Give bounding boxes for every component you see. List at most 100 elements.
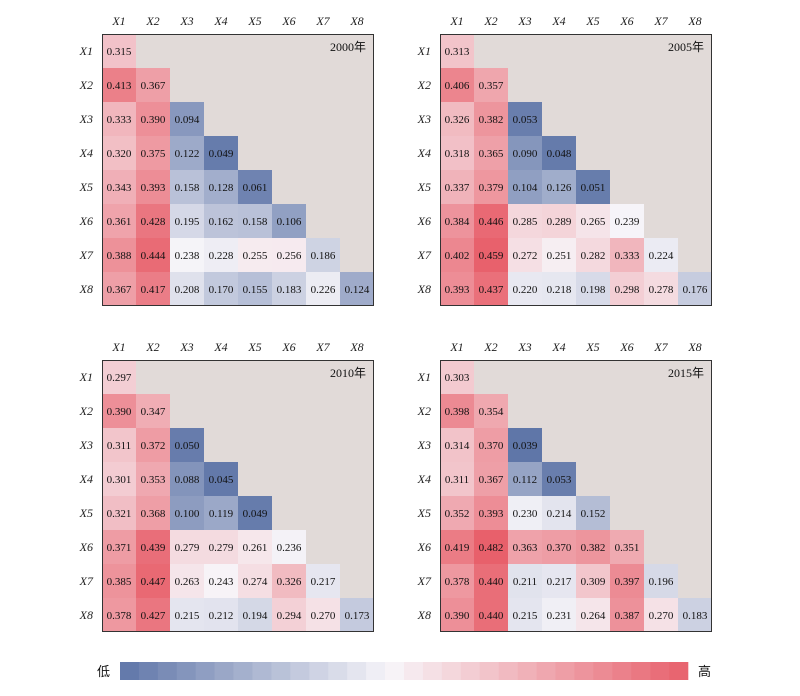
heatmap-cell: [678, 598, 712, 632]
cell-value-label: 0.303: [445, 372, 470, 384]
heatmap-cell: [542, 238, 576, 272]
heatmap-cell: [204, 204, 238, 238]
heatmap-cell: [204, 496, 238, 530]
heatmap-cell: [102, 598, 136, 632]
column-tick-label: X7: [315, 340, 330, 354]
cell-value-label: 0.119: [209, 508, 234, 520]
heatmap-cell: [204, 530, 238, 564]
cell-value-label: 0.311: [107, 440, 131, 452]
row-tick-label: X2: [79, 78, 93, 92]
cell-value-label: 0.337: [445, 182, 470, 194]
cell-value-label: 0.215: [175, 610, 200, 622]
cell-value-label: 0.361: [107, 216, 132, 228]
heatmap-cell: [238, 204, 272, 238]
heatmap-cell: [238, 530, 272, 564]
heatmap-cell: [440, 598, 474, 632]
heatmap-cell: [508, 530, 542, 564]
heatmap-cell: [272, 530, 306, 564]
heatmap-cell: [440, 238, 474, 272]
heatmap-cell: [170, 462, 204, 496]
column-tick-label: X8: [349, 14, 363, 28]
cell-value-label: 0.218: [547, 284, 572, 296]
row-tick-label: X8: [417, 608, 431, 622]
cell-value-label: 0.220: [513, 284, 538, 296]
cell-value-label: 0.170: [209, 284, 234, 296]
cell-value-label: 0.357: [479, 80, 504, 92]
cell-value-label: 0.326: [445, 114, 470, 126]
heatmap-cell: [136, 394, 170, 428]
column-tick-label: X1: [111, 340, 125, 354]
heatmap-cell: [170, 564, 204, 598]
cell-value-label: 0.333: [615, 250, 640, 262]
cell-value-label: 0.343: [107, 182, 132, 194]
cell-value-label: 0.419: [445, 542, 470, 554]
row-tick-label: X2: [79, 404, 93, 418]
column-tick-label: X7: [653, 340, 668, 354]
legend-step: [328, 662, 348, 680]
cell-value-label: 0.439: [141, 542, 166, 554]
cell-value-label: 0.402: [445, 250, 470, 262]
cell-value-label: 0.363: [513, 542, 538, 554]
row-tick-label: X6: [79, 540, 93, 554]
cell-value-label: 0.061: [243, 182, 268, 194]
cell-value-label: 0.278: [649, 284, 674, 296]
cell-value-label: 0.049: [243, 508, 268, 520]
cell-value-label: 0.370: [547, 542, 572, 554]
cell-value-label: 0.398: [445, 406, 470, 418]
heatmap-cell: [102, 496, 136, 530]
column-tick-label: X6: [281, 340, 295, 354]
row-tick-label: X7: [79, 248, 94, 262]
heatmap-cell: [170, 204, 204, 238]
cell-value-label: 0.285: [513, 216, 538, 228]
heatmap-cell: [204, 598, 238, 632]
cell-value-label: 0.406: [445, 80, 470, 92]
row-tick-label: X8: [417, 282, 431, 296]
row-tick-label: X6: [417, 214, 431, 228]
row-tick-label: X3: [79, 438, 93, 452]
cell-value-label: 0.255: [243, 250, 268, 262]
heatmap-cell: [102, 360, 136, 394]
cell-value-label: 0.367: [107, 284, 132, 296]
cell-value-label: 0.379: [479, 182, 504, 194]
cell-value-label: 0.440: [479, 610, 504, 622]
row-tick-label: X8: [79, 608, 93, 622]
cell-value-label: 0.447: [141, 576, 166, 588]
row-tick-label: X4: [417, 146, 431, 160]
heatmap-cell: [644, 238, 678, 272]
heatmap-cell: [508, 170, 542, 204]
cell-value-label: 0.196: [649, 576, 674, 588]
cell-value-label: 0.162: [209, 216, 234, 228]
cell-value-label: 0.243: [209, 576, 234, 588]
cell-value-label: 0.265: [581, 216, 606, 228]
column-tick-label: X2: [145, 340, 159, 354]
heatmap-cell: [136, 564, 170, 598]
heatmap-cell: [440, 136, 474, 170]
heatmap-cell: [272, 598, 306, 632]
cell-value-label: 0.390: [141, 114, 166, 126]
cell-value-label: 0.375: [141, 148, 166, 160]
row-tick-label: X4: [79, 146, 93, 160]
cell-value-label: 0.427: [141, 610, 166, 622]
row-tick-label: X7: [417, 574, 432, 588]
heatmap-cell: [576, 598, 610, 632]
heatmap-cell: [238, 238, 272, 272]
legend-step: [593, 662, 613, 680]
heatmap-panel-2015: 0.303 0.398 0.354 0.314 0.370 0.039 0.311 0.367…: [417, 340, 712, 632]
legend-step: [517, 662, 537, 680]
cell-value-label: 0.256: [277, 250, 302, 262]
cell-value-label: 0.239: [615, 216, 640, 228]
heatmap-cell: [508, 204, 542, 238]
heatmap-cell: [102, 136, 136, 170]
heatmap-cell: [306, 272, 340, 306]
cell-value-label: 0.390: [107, 406, 132, 418]
heatmap-cell: [102, 102, 136, 136]
cell-value-label: 0.301: [107, 474, 132, 486]
column-tick-label: X3: [179, 14, 193, 28]
panel-frame: [102, 360, 374, 632]
cell-value-label: 0.326: [277, 576, 302, 588]
panel-frame: [102, 34, 374, 306]
cell-value-label: 0.351: [615, 542, 640, 554]
heatmap-cell: [238, 170, 272, 204]
cell-value-label: 0.388: [107, 250, 132, 262]
cell-value-label: 0.444: [141, 250, 166, 262]
